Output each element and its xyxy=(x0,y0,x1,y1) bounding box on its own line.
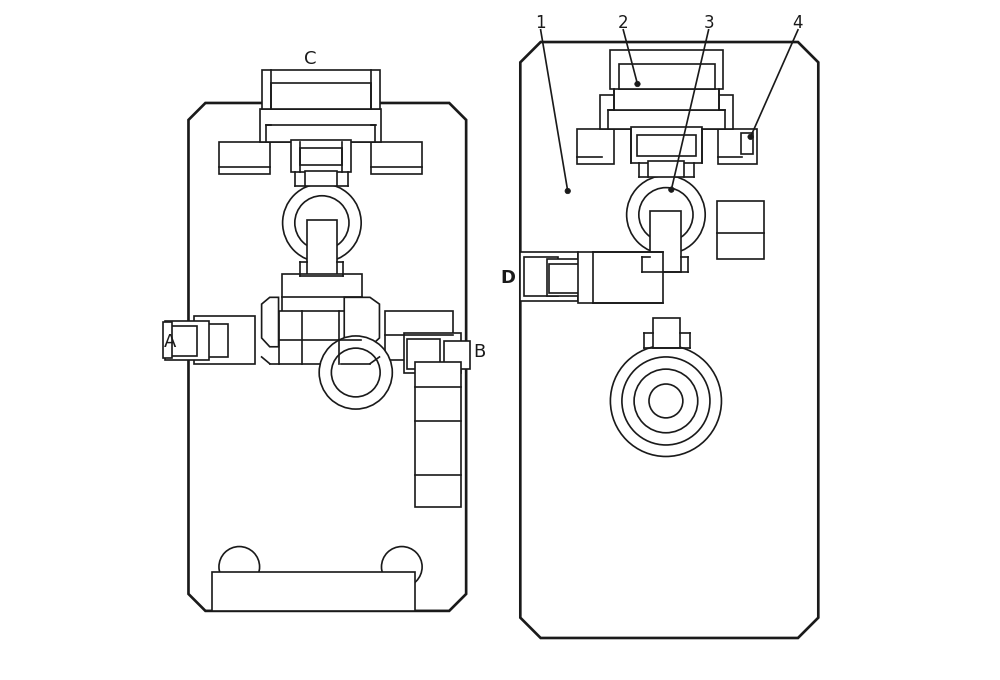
Polygon shape xyxy=(262,297,279,347)
Bar xyxy=(577,129,614,164)
Bar xyxy=(260,109,381,141)
Bar xyxy=(305,171,337,186)
Bar xyxy=(385,311,453,360)
Bar xyxy=(600,95,733,129)
Bar xyxy=(717,201,764,258)
Bar xyxy=(194,316,255,364)
Polygon shape xyxy=(520,42,818,638)
Circle shape xyxy=(634,369,698,432)
Bar xyxy=(614,88,719,109)
Bar xyxy=(334,362,385,388)
Bar xyxy=(271,84,371,109)
Text: 3: 3 xyxy=(703,14,714,32)
Circle shape xyxy=(627,175,705,254)
Text: 2: 2 xyxy=(618,14,629,32)
Text: C: C xyxy=(304,50,317,68)
Bar xyxy=(307,220,337,275)
Bar xyxy=(444,341,470,369)
Circle shape xyxy=(610,345,721,456)
Bar xyxy=(520,252,578,301)
Bar xyxy=(524,257,558,296)
Bar xyxy=(648,161,684,177)
Bar xyxy=(279,311,361,364)
Bar xyxy=(168,326,197,356)
Text: A: A xyxy=(164,333,176,351)
Bar xyxy=(300,148,342,165)
Bar xyxy=(282,273,362,314)
Text: 1: 1 xyxy=(535,14,546,32)
Bar xyxy=(371,141,422,174)
Bar xyxy=(610,50,723,90)
Circle shape xyxy=(565,188,570,194)
Circle shape xyxy=(622,357,710,445)
Bar xyxy=(578,252,663,303)
Bar xyxy=(650,211,681,272)
Bar xyxy=(262,70,380,109)
Circle shape xyxy=(635,82,640,87)
Bar xyxy=(415,362,461,507)
Bar xyxy=(404,333,461,373)
Circle shape xyxy=(319,336,392,409)
Circle shape xyxy=(331,348,380,397)
Bar xyxy=(637,135,696,156)
Text: 4: 4 xyxy=(793,14,803,32)
Bar xyxy=(608,109,725,129)
Bar xyxy=(653,318,680,348)
Bar xyxy=(619,64,715,90)
Bar xyxy=(547,258,595,296)
Bar xyxy=(266,124,375,141)
Bar xyxy=(336,367,382,386)
Circle shape xyxy=(295,196,349,250)
Circle shape xyxy=(649,384,683,418)
Bar xyxy=(165,321,209,360)
Bar xyxy=(741,133,753,154)
Circle shape xyxy=(669,187,674,192)
Bar xyxy=(219,141,270,174)
Bar xyxy=(631,127,702,163)
Circle shape xyxy=(381,547,422,588)
Circle shape xyxy=(219,547,260,588)
Circle shape xyxy=(748,134,753,139)
Text: B: B xyxy=(473,343,485,361)
Polygon shape xyxy=(344,297,379,347)
Bar xyxy=(163,322,172,358)
Polygon shape xyxy=(188,103,466,611)
Bar xyxy=(718,129,757,164)
Bar xyxy=(291,139,351,172)
Bar xyxy=(407,339,440,369)
Bar xyxy=(549,264,591,292)
Circle shape xyxy=(283,184,361,262)
Bar xyxy=(197,324,228,357)
Text: D: D xyxy=(501,269,516,287)
Circle shape xyxy=(639,188,693,242)
Bar xyxy=(212,572,415,611)
